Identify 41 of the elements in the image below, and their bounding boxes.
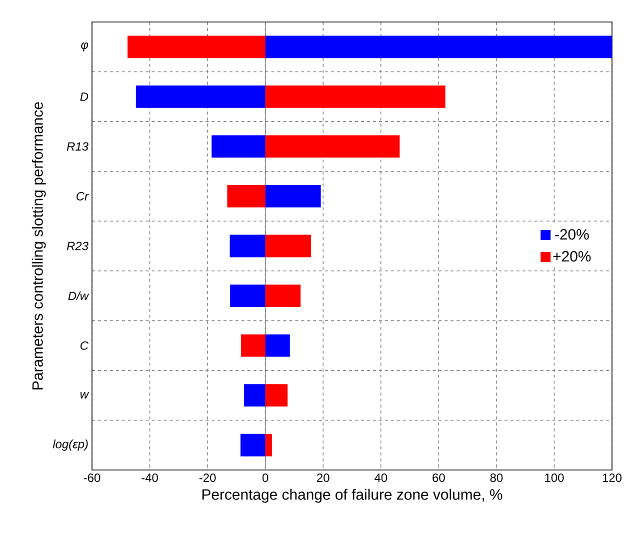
y-tick-label: R13 — [66, 142, 88, 151]
bar — [212, 135, 266, 158]
x-tick-label: 100 — [545, 474, 564, 482]
bar — [230, 234, 266, 258]
bar — [265, 234, 311, 258]
bar — [244, 384, 266, 407]
y-tick-label: log(εp) — [52, 440, 88, 451]
bar — [230, 284, 266, 307]
x-tick-label: 60 — [432, 474, 445, 482]
bar — [265, 85, 446, 108]
bar — [128, 36, 266, 58]
bar — [265, 434, 272, 456]
bar — [265, 384, 288, 407]
x-tick-label: 120 — [602, 474, 622, 482]
bar — [265, 334, 290, 357]
bar — [265, 36, 612, 58]
legend-label: +20% — [553, 250, 591, 262]
x-axis-title: Percentage change of failure zone volume, % — [202, 488, 502, 503]
y-tick-label: Cr — [76, 192, 89, 200]
bar — [227, 185, 266, 208]
y-tick-label: R23 — [66, 242, 88, 250]
y-tick-label: D/w — [68, 291, 90, 300]
x-tick-label: -20 — [199, 474, 216, 482]
x-tick-label: 40 — [374, 474, 388, 482]
x-tick-label: -60 — [84, 474, 100, 482]
bar — [265, 185, 321, 208]
bar — [265, 284, 301, 307]
bar — [136, 85, 266, 108]
x-tick-label: 20 — [317, 474, 330, 482]
x-tick-label: -40 — [142, 474, 158, 482]
bar — [241, 334, 266, 357]
legend-label: -20% — [555, 229, 589, 240]
y-axis-title: Parameters controlling slotting performance — [32, 102, 46, 390]
x-tick-label: 80 — [490, 474, 503, 482]
y-tick-label: C — [80, 341, 89, 350]
bar — [240, 434, 266, 456]
x-tick-label: 0 — [262, 474, 268, 482]
y-tick-label: D — [80, 92, 88, 101]
bar — [265, 135, 400, 158]
y-tick-label: w — [80, 392, 90, 398]
y-tick-label: φ — [81, 42, 88, 52]
